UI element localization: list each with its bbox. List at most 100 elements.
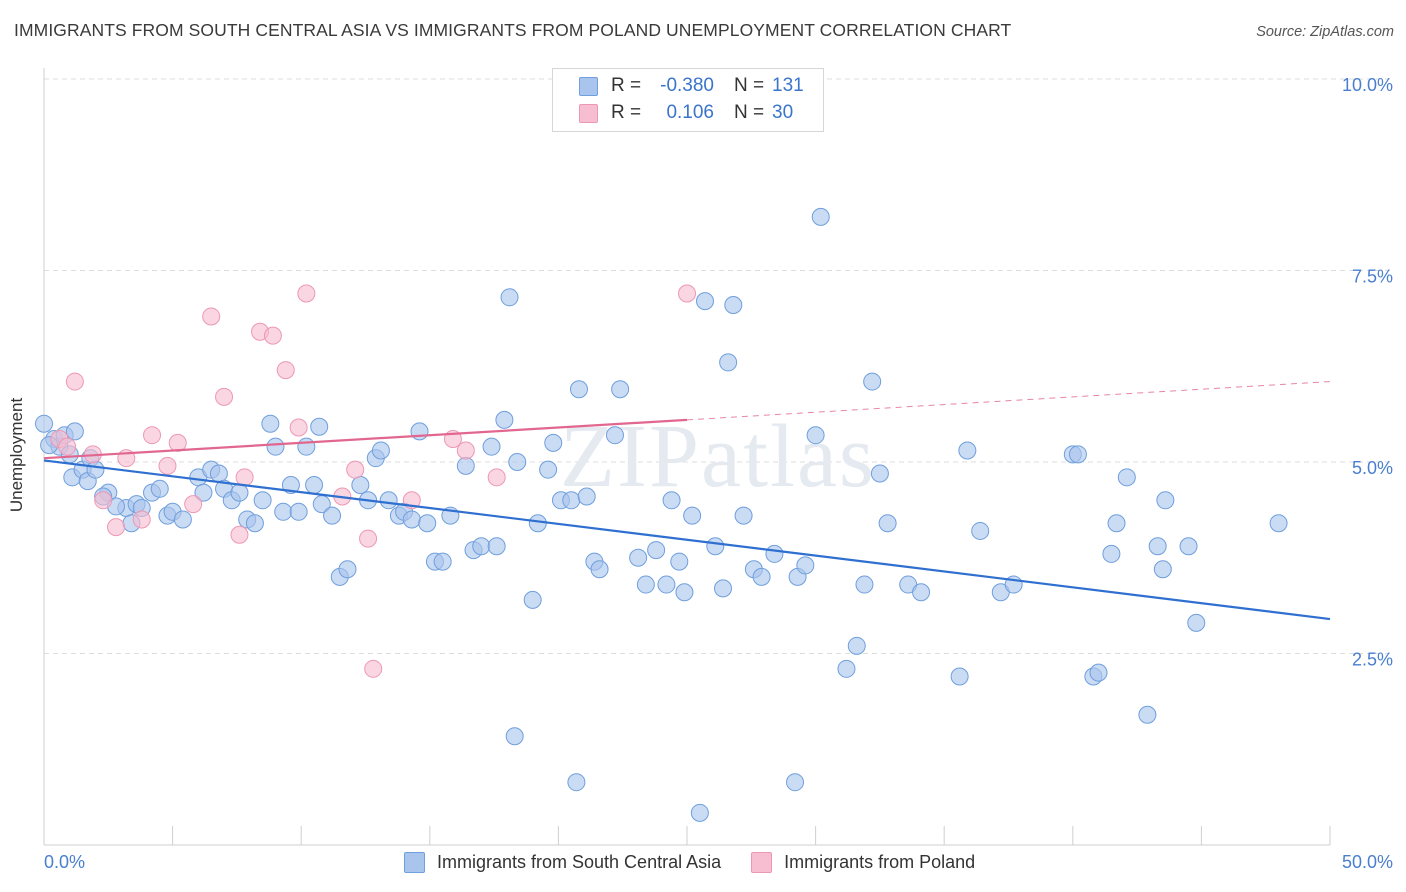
data-point: [253, 491, 272, 510]
data-point: [544, 433, 563, 452]
data-point: [1179, 537, 1198, 556]
data-point: [523, 590, 542, 609]
data-point: [690, 803, 709, 822]
blue-swatch: [404, 852, 425, 873]
data-point: [724, 295, 743, 314]
data-point: [379, 491, 398, 510]
data-point: [675, 583, 694, 602]
legend-item-poland: Immigrants from Poland: [751, 852, 975, 873]
y-tick-label: 2.5%: [1352, 650, 1393, 670]
x-tick-min: 0.0%: [44, 852, 86, 872]
data-point: [590, 560, 609, 579]
data-point: [364, 659, 383, 678]
y-tick-label: 7.5%: [1352, 267, 1393, 287]
data-point: [714, 579, 733, 598]
data-point: [158, 456, 177, 475]
data-point: [215, 387, 234, 406]
data-point: [289, 502, 308, 521]
r-value: 0.106: [666, 102, 714, 123]
trend-line-south-central-asia: [43, 459, 1331, 621]
data-point: [1187, 613, 1206, 632]
y-tick-labels: 2.5% 5.0% 7.5% 10.0%: [1342, 75, 1393, 670]
data-point: [1153, 560, 1172, 579]
data-point: [1148, 537, 1167, 556]
data-point: [636, 575, 655, 594]
data-point: [230, 483, 249, 502]
data-point: [94, 491, 113, 510]
data-point: [796, 556, 815, 575]
y-tick-label: 10.0%: [1342, 75, 1393, 95]
data-point: [539, 460, 558, 479]
data-point: [878, 514, 897, 533]
data-point: [184, 495, 203, 514]
chart-title: IMMIGRANTS FROM SOUTH CENTRAL ASIA VS IM…: [14, 20, 1012, 40]
data-point: [168, 433, 187, 452]
data-point: [410, 422, 429, 441]
y-axis-label: Unemployment: [7, 397, 26, 513]
data-point: [1138, 705, 1157, 724]
data-point: [706, 537, 725, 556]
data-point: [1107, 514, 1126, 533]
data-point: [235, 468, 254, 487]
data-point: [323, 506, 342, 525]
data-point: [209, 464, 228, 483]
data-point: [58, 437, 77, 456]
data-point: [456, 441, 475, 460]
legend-item-south-central-asia: Immigrants from South Central Asia: [404, 852, 721, 873]
data-point: [266, 437, 285, 456]
data-point: [359, 529, 378, 548]
data-point: [289, 418, 308, 437]
trend-extension-poland: [686, 381, 1331, 421]
data-point: [528, 514, 547, 533]
data-point: [495, 410, 514, 429]
data-point: [611, 380, 630, 399]
data-point: [297, 437, 316, 456]
data-point: [1269, 514, 1288, 533]
data-point: [305, 475, 324, 494]
data-point: [261, 414, 280, 433]
data-point: [487, 468, 506, 487]
data-point: [569, 380, 588, 399]
data-point: [173, 510, 192, 529]
data-point: [662, 491, 681, 510]
data-point: [276, 361, 295, 380]
data-point: [683, 506, 702, 525]
data-point: [863, 372, 882, 391]
data-point: [806, 426, 825, 445]
data-point: [487, 537, 506, 556]
n-label: N =: [734, 102, 765, 123]
data-point: [274, 502, 293, 521]
data-point: [562, 491, 581, 510]
r-value: -0.380: [660, 75, 714, 96]
legend-label: Immigrants from South Central Asia: [437, 852, 722, 872]
data-point: [281, 475, 300, 494]
data-point: [202, 307, 221, 326]
blue-swatch: [579, 76, 598, 96]
data-point: [65, 422, 84, 441]
r-label: R =: [611, 102, 642, 123]
data-point: [811, 207, 830, 226]
y-tick-label: 5.0%: [1352, 458, 1393, 478]
data-point: [734, 506, 753, 525]
data-point: [505, 727, 524, 746]
data-point: [500, 288, 519, 307]
data-point: [958, 441, 977, 460]
pink-swatch: [751, 852, 773, 873]
series-south-central-asia: [35, 207, 1288, 822]
trend-lines: [43, 381, 1331, 621]
data-point: [35, 414, 53, 433]
data-point: [577, 487, 596, 506]
data-point: [508, 453, 527, 471]
data-point: [143, 426, 162, 445]
data-point: [1068, 445, 1087, 464]
data-point: [245, 514, 264, 533]
axes: [43, 68, 1331, 846]
data-point: [647, 541, 666, 560]
data-point: [837, 659, 856, 678]
data-point: [351, 475, 370, 494]
n-value: 30: [772, 102, 794, 123]
data-point: [605, 426, 624, 445]
data-point: [371, 441, 390, 460]
data-point: [346, 460, 365, 479]
